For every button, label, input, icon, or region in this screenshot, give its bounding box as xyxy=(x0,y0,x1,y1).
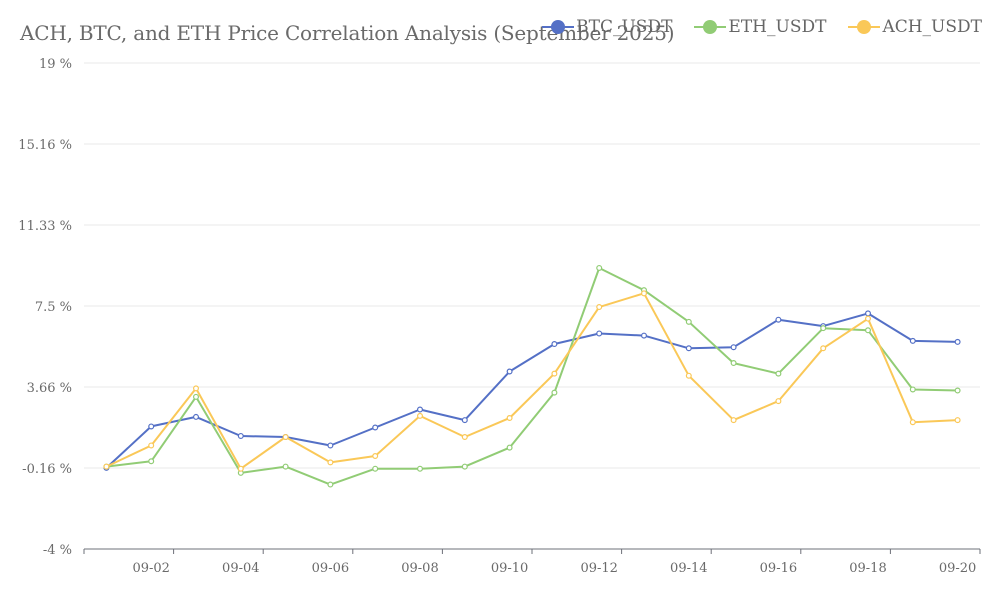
x-tick-label: 09-08 xyxy=(401,561,438,576)
legend-item-ach-usdt[interactable]: ACH_USDT xyxy=(848,17,982,37)
legend-item-eth-usdt[interactable]: ETH_USDT xyxy=(694,17,826,37)
data-point-eth-usdt[interactable] xyxy=(327,481,334,488)
series-btc-usdt xyxy=(103,310,961,471)
data-point-btc-usdt[interactable] xyxy=(237,432,244,439)
legend-swatch xyxy=(848,20,881,34)
series-line-ach-usdt xyxy=(105,292,958,470)
x-tick-label: 09-18 xyxy=(849,561,886,576)
data-point-btc-usdt[interactable] xyxy=(954,338,961,345)
data-point-ach-usdt[interactable] xyxy=(685,372,692,379)
data-point-btc-usdt[interactable] xyxy=(730,344,737,351)
y-tick-label: 11.33 % xyxy=(18,219,72,234)
series-line-btc-usdt xyxy=(105,312,958,469)
legend: BTC_USDT ETH_USDT ACH_USDT xyxy=(542,17,982,37)
y-tick-label: 19 % xyxy=(39,57,72,72)
data-point-ach-usdt[interactable] xyxy=(820,345,827,352)
data-point-ach-usdt[interactable] xyxy=(372,453,379,460)
data-point-ach-usdt[interactable] xyxy=(148,442,155,449)
y-tick-label: 3.66 % xyxy=(27,381,72,396)
data-point-ach-usdt[interactable] xyxy=(103,463,110,470)
data-point-ach-usdt[interactable] xyxy=(864,315,871,322)
data-point-ach-usdt[interactable] xyxy=(954,417,961,424)
x-tick-label: 09-16 xyxy=(760,561,797,576)
data-point-eth-usdt[interactable] xyxy=(596,264,603,271)
y-tick-label: 15.16 % xyxy=(18,138,72,153)
y-tick-label: -4 % xyxy=(43,543,72,558)
data-point-eth-usdt[interactable] xyxy=(461,463,468,470)
data-point-ach-usdt[interactable] xyxy=(461,434,468,441)
data-point-btc-usdt[interactable] xyxy=(417,406,424,413)
data-point-eth-usdt[interactable] xyxy=(864,327,871,334)
data-point-ach-usdt[interactable] xyxy=(551,370,558,377)
data-point-btc-usdt[interactable] xyxy=(193,413,200,420)
y-tick-label: -0.16 % xyxy=(22,462,72,477)
axes: 19 % 15.16 % 11.33 % 7.5 % 3.66 % -0.16 % -4 %… xyxy=(18,57,981,576)
data-point-eth-usdt[interactable] xyxy=(775,370,782,377)
y-tick-label: 7.5 % xyxy=(35,300,72,315)
data-point-eth-usdt[interactable] xyxy=(954,387,961,394)
data-point-btc-usdt[interactable] xyxy=(909,337,916,344)
data-point-btc-usdt[interactable] xyxy=(327,442,334,449)
data-point-ach-usdt[interactable] xyxy=(775,398,782,405)
legend-item-btc-usdt[interactable]: BTC_USDT xyxy=(542,17,672,37)
legend-label: ACH_USDT xyxy=(882,17,982,37)
data-point-ach-usdt[interactable] xyxy=(730,417,737,424)
data-point-btc-usdt[interactable] xyxy=(685,345,692,352)
data-point-ach-usdt[interactable] xyxy=(909,419,916,426)
data-point-eth-usdt[interactable] xyxy=(551,389,558,396)
data-point-eth-usdt[interactable] xyxy=(506,444,513,451)
legend-swatch xyxy=(694,20,727,34)
x-tick-label: 09-04 xyxy=(222,561,259,576)
x-tick-label: 09-06 xyxy=(312,561,349,576)
series-line-eth-usdt xyxy=(106,267,958,486)
data-point-ach-usdt[interactable] xyxy=(596,304,603,311)
x-tick-label: 09-20 xyxy=(939,561,976,576)
data-point-btc-usdt[interactable] xyxy=(864,310,871,317)
series-lines xyxy=(103,264,961,488)
data-point-ach-usdt[interactable] xyxy=(506,414,513,421)
data-point-btc-usdt[interactable] xyxy=(551,341,558,348)
x-tick-label: 09-10 xyxy=(491,561,528,576)
data-point-ach-usdt[interactable] xyxy=(282,434,289,441)
data-point-btc-usdt[interactable] xyxy=(372,424,379,431)
data-point-ach-usdt[interactable] xyxy=(193,385,200,392)
data-point-btc-usdt[interactable] xyxy=(775,316,782,323)
data-point-ach-usdt[interactable] xyxy=(640,290,647,297)
x-tick-label: 09-02 xyxy=(132,561,169,576)
data-point-btc-usdt[interactable] xyxy=(148,423,155,430)
data-point-btc-usdt[interactable] xyxy=(640,332,647,339)
x-tick-label: 09-14 xyxy=(670,561,707,576)
data-point-eth-usdt[interactable] xyxy=(282,463,289,470)
data-point-eth-usdt[interactable] xyxy=(372,465,379,472)
data-point-eth-usdt[interactable] xyxy=(148,458,155,465)
data-point-eth-usdt[interactable] xyxy=(909,386,916,393)
data-point-eth-usdt[interactable] xyxy=(685,318,692,325)
series-eth-usdt xyxy=(103,264,961,488)
legend-swatch xyxy=(542,20,575,34)
data-point-eth-usdt[interactable] xyxy=(417,465,424,472)
data-point-eth-usdt[interactable] xyxy=(193,393,200,400)
legend-label: BTC_USDT xyxy=(576,17,673,37)
data-point-ach-usdt[interactable] xyxy=(417,412,424,419)
series-ach-usdt xyxy=(103,290,961,472)
data-point-ach-usdt[interactable] xyxy=(237,465,244,472)
x-tick-label: 09-12 xyxy=(580,561,617,576)
grid-lines xyxy=(84,62,980,469)
data-point-eth-usdt[interactable] xyxy=(730,360,737,367)
data-point-ach-usdt[interactable] xyxy=(327,459,334,466)
data-point-btc-usdt[interactable] xyxy=(461,417,468,424)
data-point-eth-usdt[interactable] xyxy=(820,325,827,332)
data-point-btc-usdt[interactable] xyxy=(596,330,603,337)
chart-title: ACH, BTC, and ETH Price Correlation Anal… xyxy=(20,21,675,45)
legend-label: ETH_USDT xyxy=(728,17,827,37)
data-point-btc-usdt[interactable] xyxy=(506,368,513,375)
